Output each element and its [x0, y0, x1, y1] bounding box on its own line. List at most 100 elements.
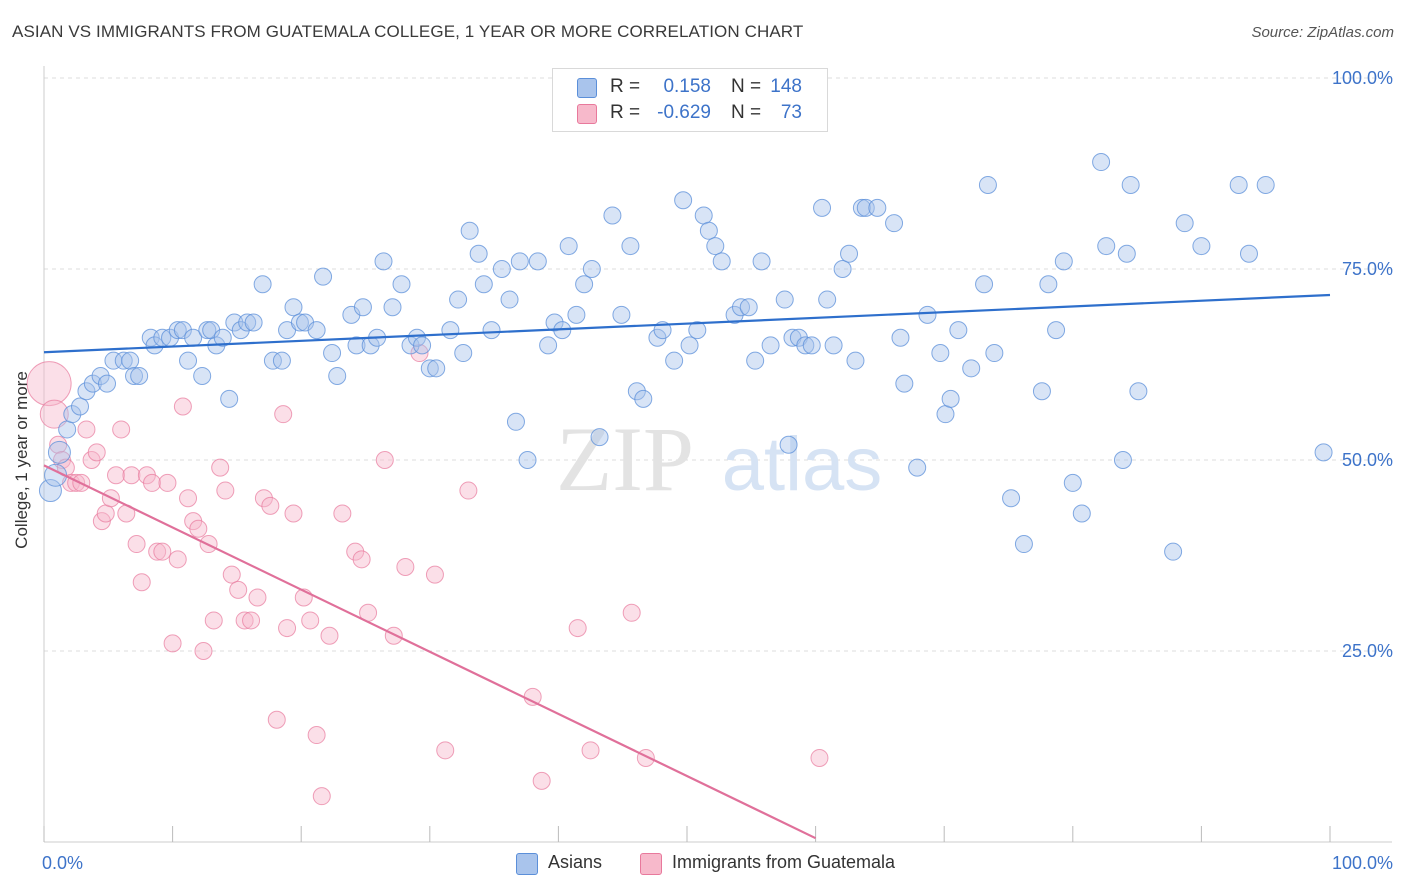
- point-guatemala: [346, 542, 365, 561]
- point-guatemala: [248, 588, 267, 607]
- point-asians: [779, 435, 798, 454]
- point-guatemala: [267, 710, 286, 729]
- point-asians: [328, 366, 347, 385]
- point-asians: [1164, 542, 1183, 561]
- point-asians: [290, 313, 309, 332]
- point-asians: [244, 313, 263, 332]
- point-asians: [145, 336, 164, 355]
- x-tick-label: 100.0%: [1332, 853, 1393, 873]
- point-guatemala: [384, 626, 403, 645]
- point-asians: [284, 298, 303, 317]
- point-asians: [314, 267, 333, 286]
- point-asians: [193, 366, 212, 385]
- point-asians: [454, 344, 473, 363]
- point-asians: [885, 214, 904, 233]
- point-asians: [761, 336, 780, 355]
- point-asians: [582, 260, 601, 278]
- trend-lines: [43, 293, 1331, 840]
- bottom-legend-swatch-asians: [516, 853, 538, 875]
- point-asians: [567, 305, 586, 324]
- point-guatemala: [622, 603, 641, 622]
- point-asians: [891, 328, 910, 347]
- point-asians: [413, 336, 432, 355]
- point-asians: [1039, 275, 1058, 294]
- point-asians: [460, 221, 479, 240]
- point-guatemala: [459, 481, 478, 500]
- point-asians: [732, 298, 751, 317]
- point-guatemala: [148, 542, 167, 561]
- point-asians: [510, 252, 529, 271]
- point-asians: [469, 244, 488, 263]
- legend-n-label: N =: [731, 102, 762, 123]
- point-asians: [58, 420, 77, 439]
- point-asians: [908, 458, 927, 477]
- point-guatemala: [211, 458, 230, 477]
- point-asians: [98, 374, 117, 393]
- point-guatemala: [189, 519, 208, 538]
- point-asians: [1192, 237, 1211, 256]
- grid-lines: [44, 77, 1392, 652]
- point-guatemala: [216, 481, 235, 500]
- point-guatemala: [352, 550, 371, 569]
- legend-n-value: 148: [770, 76, 802, 97]
- point-asians: [500, 290, 519, 309]
- point-asians: [746, 351, 765, 370]
- point-asians: [941, 389, 960, 408]
- point-guatemala: [261, 496, 280, 515]
- point-guatemala: [333, 504, 352, 523]
- point-asians: [272, 351, 291, 370]
- point-asians: [263, 351, 282, 370]
- point-guatemala: [96, 504, 115, 523]
- point-asians: [392, 275, 411, 294]
- point-guatemala: [307, 726, 326, 745]
- legend-row-asians: R = 0.158 N = 148: [553, 74, 827, 100]
- point-guatemala: [436, 741, 455, 760]
- point-guatemala: [301, 611, 320, 630]
- point-guatemala: [39, 399, 69, 429]
- point-asians: [931, 344, 950, 363]
- y-tick-label: 75.0%: [1342, 259, 1393, 279]
- bottom-legend-guatemala: Immigrants from Guatemala: [640, 852, 940, 876]
- point-asians: [1054, 252, 1073, 271]
- point-asians: [575, 275, 594, 294]
- point-asians: [518, 451, 537, 469]
- point-asians: [213, 328, 232, 347]
- bottom-legend-swatch-guatemala: [640, 853, 662, 875]
- watermark-atlas: atlas: [722, 422, 883, 507]
- legend-r-label: R =: [610, 76, 641, 97]
- point-asians: [1063, 473, 1082, 492]
- point-asians: [775, 290, 794, 309]
- point-guatemala: [26, 361, 72, 407]
- bottom-legend-label-guatemala: Immigrants from Guatemala: [672, 852, 896, 872]
- point-asians: [374, 252, 393, 271]
- point-guatemala: [179, 489, 198, 508]
- point-guatemala: [254, 489, 273, 508]
- point-asians: [121, 351, 140, 370]
- point-asians: [441, 321, 460, 340]
- bottom-legend-label-asians: Asians: [548, 852, 603, 872]
- point-guatemala: [77, 420, 96, 439]
- point-asians: [802, 336, 821, 355]
- point-asians: [482, 321, 501, 340]
- point-asians: [665, 351, 684, 370]
- point-asians: [528, 252, 547, 271]
- point-guatemala: [396, 557, 415, 576]
- legend-row-guatemala: R = -0.629 N = 73: [553, 100, 827, 126]
- point-asians: [168, 321, 187, 340]
- point-guatemala: [127, 535, 146, 554]
- watermark: ZIP atlas: [556, 408, 882, 510]
- point-guatemala: [204, 611, 223, 630]
- point-asians: [420, 359, 439, 378]
- point-asians: [603, 206, 622, 225]
- point-asians: [238, 313, 257, 332]
- tick-labels: 100.0% 75.0% 50.0% 25.0% 0.0% 100.0%: [42, 68, 1393, 873]
- trend-line-asians: [43, 293, 1331, 354]
- point-asians: [77, 382, 96, 401]
- point-asians: [1121, 175, 1140, 194]
- point-asians: [706, 237, 725, 256]
- point-asians: [712, 252, 731, 271]
- point-asians: [1092, 153, 1111, 172]
- point-guatemala: [132, 573, 151, 592]
- point-asians: [846, 351, 865, 370]
